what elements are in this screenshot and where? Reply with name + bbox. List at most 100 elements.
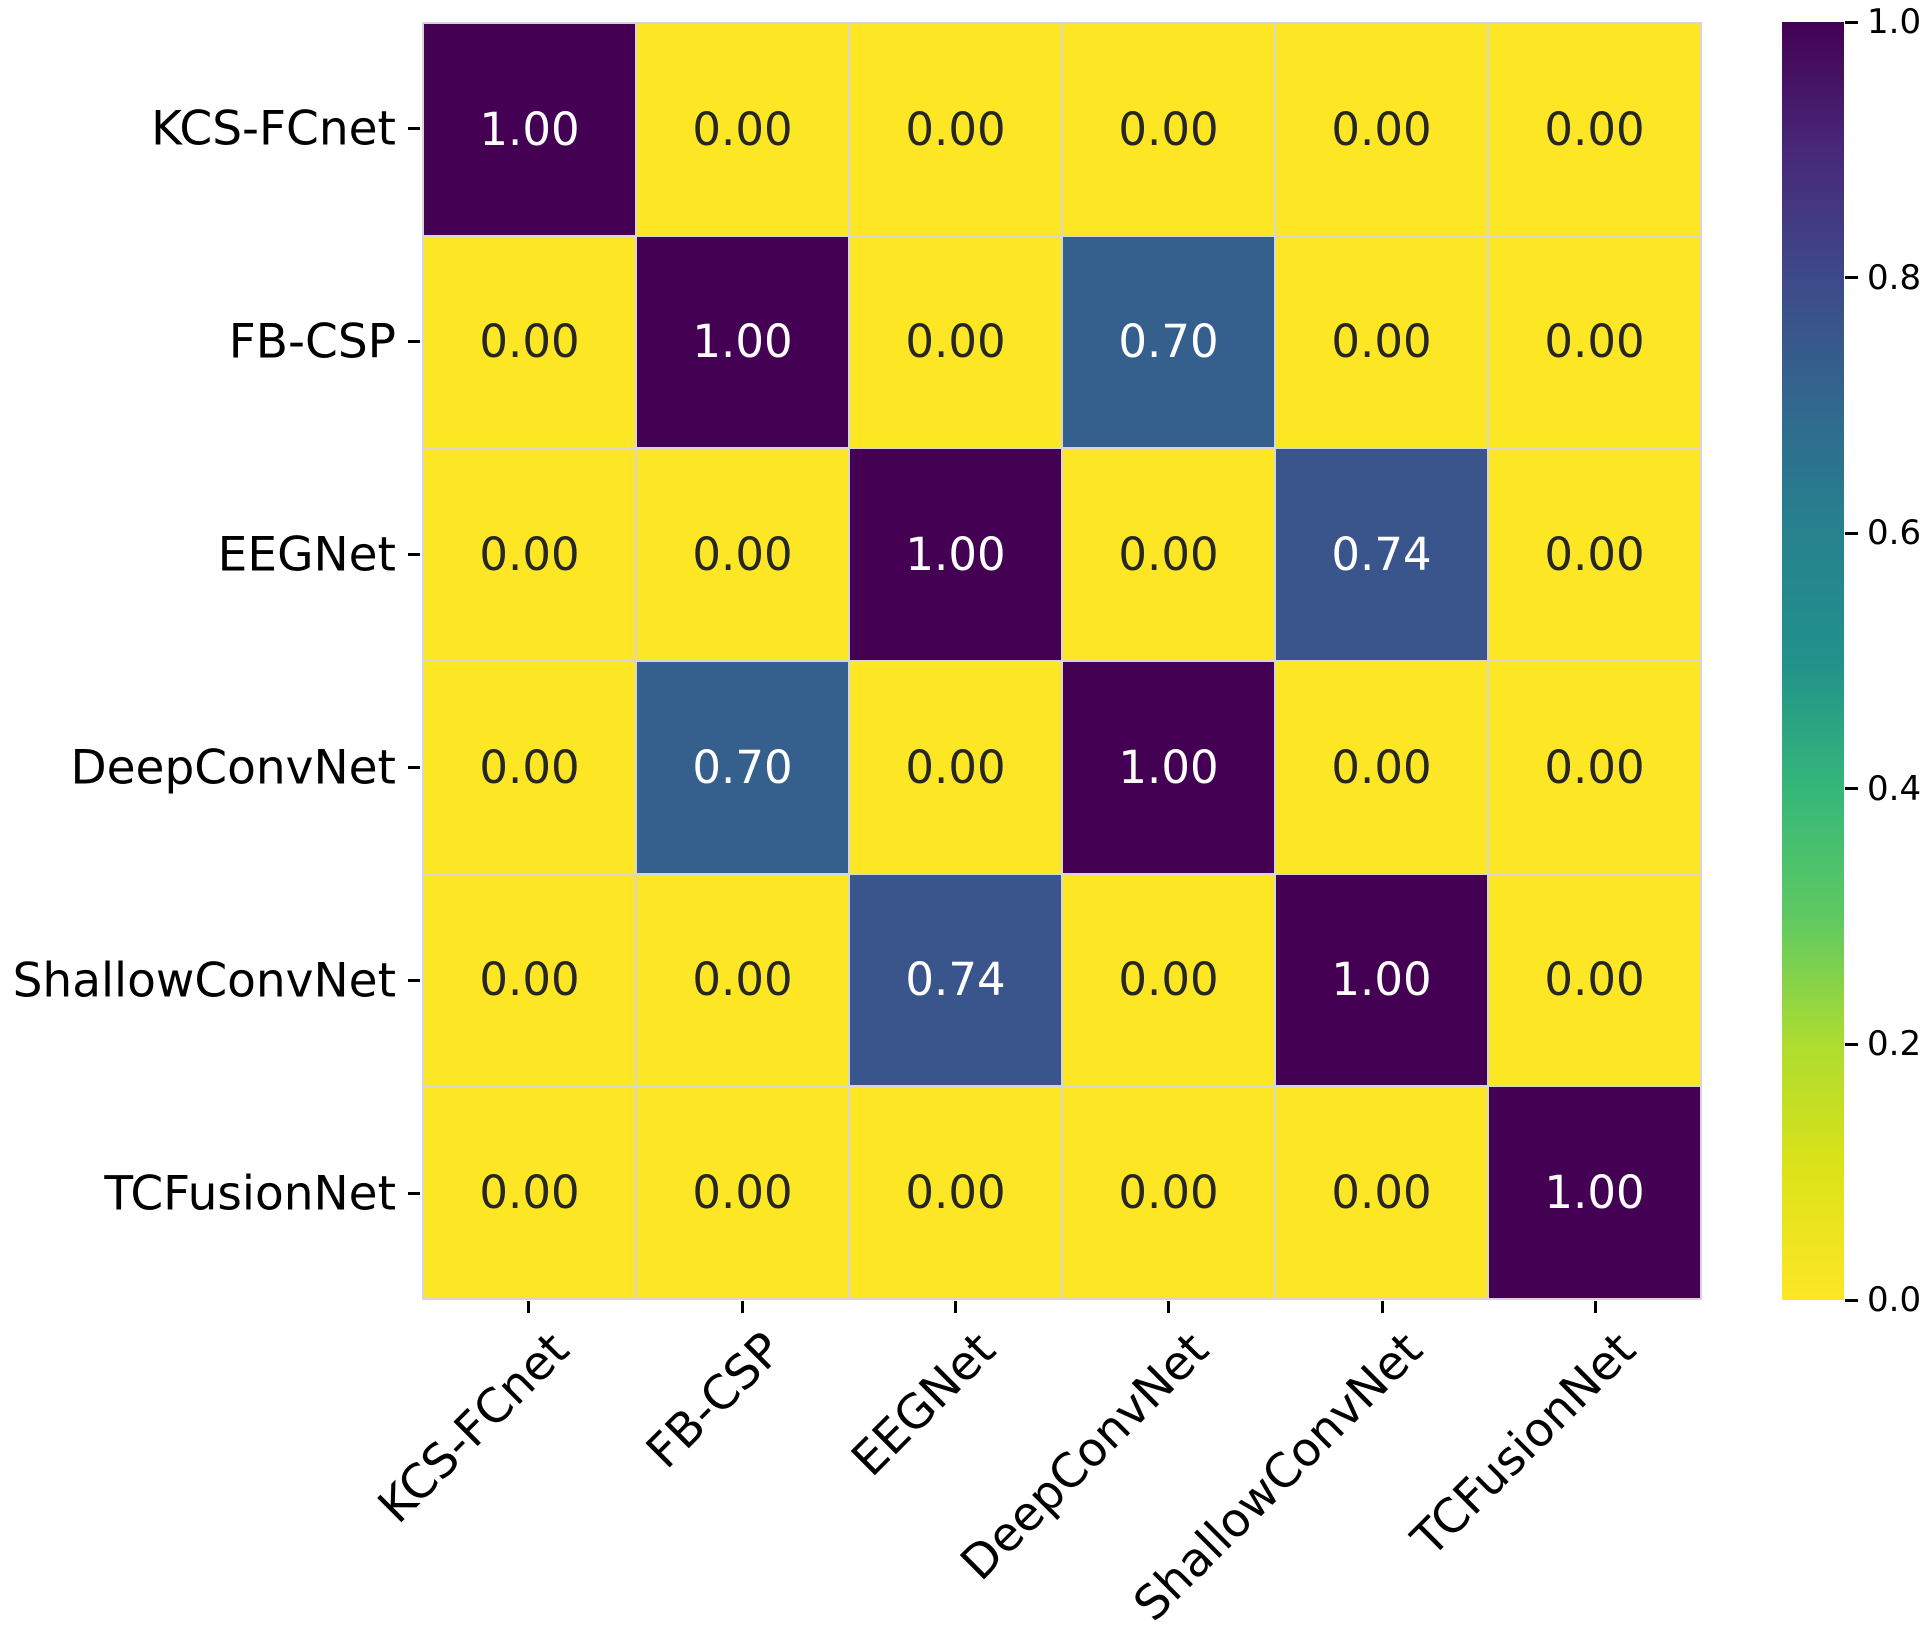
heatmap-cell: 0.74 (1276, 449, 1487, 660)
heatmap-cell: 0.00 (424, 1087, 635, 1298)
colorbar-tick (1845, 787, 1858, 791)
heatmap-cell: 0.70 (1063, 236, 1274, 448)
y-axis-tick (408, 979, 420, 982)
y-axis-tick (408, 1192, 420, 1195)
cell-value: 0.00 (479, 740, 580, 794)
heatmap-cell: 0.00 (637, 1087, 848, 1298)
row-label: EEGNet (217, 527, 396, 582)
col-label: KCS-FCnet (367, 1322, 580, 1535)
heatmap-cell: 0.00 (1489, 236, 1700, 448)
cell-value: 0.00 (479, 315, 580, 369)
cell-value: 1.00 (905, 528, 1006, 582)
heatmap-cell: 0.00 (850, 236, 1061, 448)
heatmap-cell: 0.00 (424, 449, 635, 660)
cell-value: 0.00 (1544, 528, 1645, 582)
cell-value: 0.74 (905, 953, 1006, 1007)
colorbar (1782, 22, 1844, 1300)
cell-value: 0.70 (1118, 315, 1219, 369)
y-axis-tick (408, 340, 420, 343)
cell-value: 0.00 (1331, 1166, 1432, 1220)
colorbar-tick-label: 1.0 (1867, 2, 1922, 42)
colorbar-tick (1845, 20, 1858, 24)
cell-value: 0.00 (1544, 102, 1645, 156)
colorbar-tick-label: 0.4 (1867, 768, 1922, 809)
colorbar-tick-label: 0.6 (1867, 513, 1922, 554)
heatmap-cell: 0.00 (1063, 1087, 1274, 1298)
cell-value: 0.00 (905, 102, 1006, 156)
cell-value: 1.00 (1331, 953, 1432, 1007)
cell-value: 0.00 (1544, 740, 1645, 794)
cell-value: 0.00 (1544, 953, 1645, 1007)
x-axis-tick (527, 1301, 531, 1313)
cell-value: 0.00 (905, 740, 1006, 794)
cell-value: 0.00 (692, 953, 793, 1007)
cell-value: 0.00 (1118, 953, 1219, 1007)
cell-value: 0.00 (1544, 315, 1645, 369)
x-axis-tick (740, 1301, 744, 1313)
cell-value: 0.00 (692, 528, 793, 582)
heatmap-cell: 1.00 (1276, 874, 1487, 1086)
heatmap-cell: 0.00 (850, 24, 1061, 235)
heatmap-cell: 0.00 (637, 874, 848, 1086)
col-label: TCFusionNet (1401, 1322, 1647, 1568)
y-axis-tick (408, 766, 420, 769)
heatmap-cell: 0.00 (1063, 449, 1274, 660)
colorbar-tick-label: 0.2 (1867, 1024, 1922, 1065)
heatmap-cell: 1.00 (850, 449, 1061, 660)
heatmap-cell: 0.00 (424, 874, 635, 1086)
cell-value: 0.70 (692, 740, 793, 794)
heatmap-cell: 1.00 (1063, 662, 1274, 873)
cell-value: 0.00 (479, 953, 580, 1007)
heatmap-cell: 0.70 (637, 662, 848, 873)
heatmap-cell: 0.00 (1276, 236, 1487, 448)
heatmap-cell: 0.00 (1489, 874, 1700, 1086)
cell-value: 0.00 (1331, 315, 1432, 369)
heatmap-cell: 1.00 (424, 24, 635, 235)
cell-value: 1.00 (1544, 1166, 1645, 1220)
cell-value: 0.00 (479, 1166, 580, 1220)
heatmap-cell: 0.00 (1063, 24, 1274, 235)
colorbar-tick (1845, 531, 1858, 535)
heatmap-cell: 0.00 (424, 662, 635, 873)
cell-value: 0.00 (905, 315, 1006, 369)
cell-value: 0.74 (1331, 528, 1432, 582)
cell-value: 0.00 (479, 528, 580, 582)
y-axis-tick (408, 553, 420, 556)
cell-value: 1.00 (692, 315, 793, 369)
row-label: FB-CSP (228, 314, 396, 369)
row-label: DeepConvNet (70, 740, 396, 795)
heatmap-cell: 0.00 (850, 662, 1061, 873)
x-axis-tick (1380, 1301, 1384, 1313)
row-label: ShallowConvNet (12, 953, 396, 1008)
cell-value: 0.00 (1118, 1166, 1219, 1220)
heatmap-cell: 0.00 (637, 449, 848, 660)
heatmap-cell: 0.00 (1276, 662, 1487, 873)
heatmap-cell: 0.74 (850, 874, 1061, 1086)
heatmap-cell: 0.00 (1489, 449, 1700, 660)
col-label: FB-CSP (635, 1322, 793, 1480)
col-label: EEGNet (841, 1322, 1007, 1487)
x-axis-tick (1593, 1301, 1597, 1313)
heatmap-cell: 0.00 (1276, 1087, 1487, 1298)
colorbar-tick-label: 0.8 (1867, 257, 1922, 298)
cell-value: 1.00 (479, 102, 580, 156)
heatmap-cell: 0.00 (1489, 24, 1700, 235)
y-axis-tick (408, 127, 420, 130)
colorbar-tick-label: 0.0 (1867, 1280, 1922, 1320)
row-label: TCFusionNet (104, 1166, 396, 1221)
cell-value: 0.00 (692, 1166, 793, 1220)
heatmap-cell: 1.00 (637, 236, 848, 448)
heatmap-cell: 0.00 (1489, 662, 1700, 873)
heatmap-cell: 0.00 (1063, 874, 1274, 1086)
cell-value: 0.00 (692, 102, 793, 156)
cell-value: 1.00 (1118, 740, 1219, 794)
colorbar-tick (1845, 1042, 1858, 1046)
x-axis-tick (1167, 1301, 1171, 1313)
x-axis-tick (953, 1301, 957, 1313)
cell-value: 0.00 (1118, 528, 1219, 582)
heatmap-cell: 0.00 (637, 24, 848, 235)
heatmap-cell: 0.00 (850, 1087, 1061, 1298)
cell-value: 0.00 (1331, 740, 1432, 794)
heatmap-grid: 1.00 0.00 0.00 0.00 0.00 0.00 0.00 1.00 0.00 0.70… (422, 22, 1702, 1300)
